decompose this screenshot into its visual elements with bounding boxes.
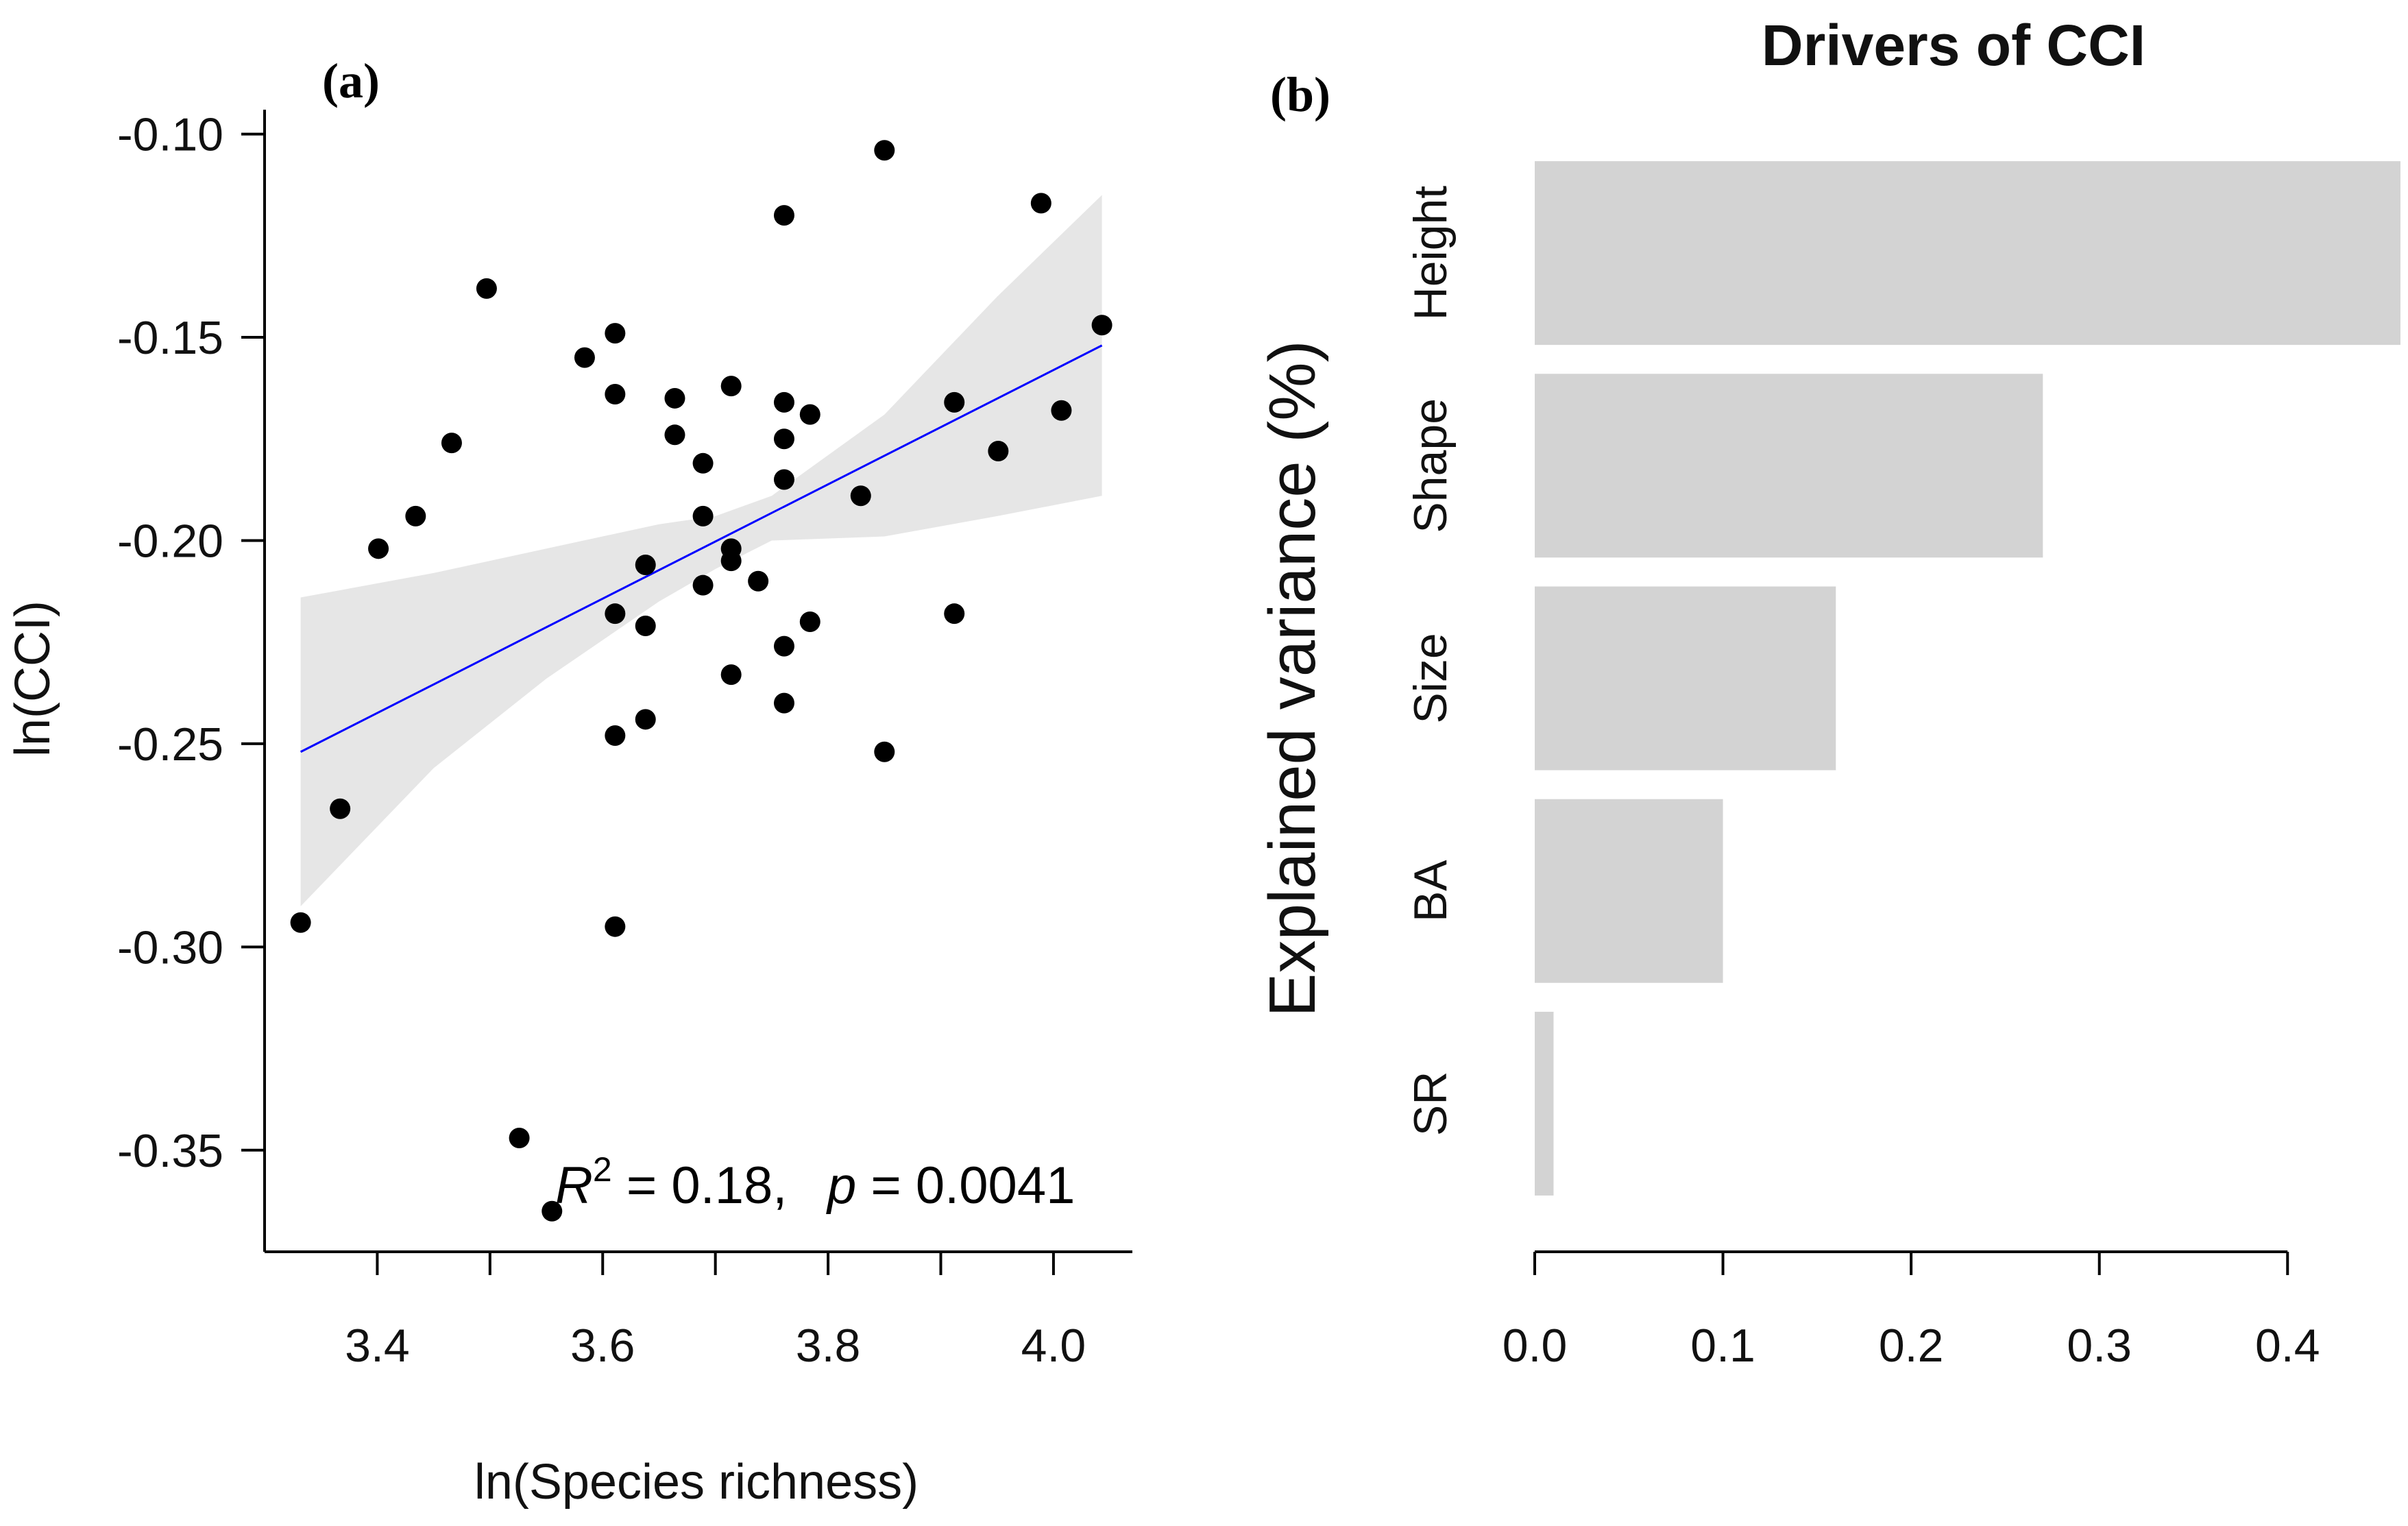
data-point [799, 404, 820, 425]
x-tick-label-b: 0.3 [2067, 1320, 2132, 1372]
y-tick-label: -0.10 [117, 109, 223, 161]
data-point [773, 692, 794, 714]
bar-size [1535, 586, 1836, 771]
x-tick-label-b: 0.4 [2255, 1320, 2320, 1372]
x-tick-label: 3.6 [570, 1320, 635, 1372]
y-tick-label: -0.20 [117, 515, 223, 567]
data-point [874, 741, 895, 762]
data-point [692, 452, 714, 474]
data-point [773, 635, 794, 657]
y-axis-ticks: -0.10 -0.15 -0.20 -0.25 -0.30 -0.35 [117, 109, 265, 1177]
data-point [799, 611, 820, 633]
data-point [692, 574, 714, 596]
r2-value: = 0.18, [612, 1156, 788, 1215]
data-point [773, 428, 794, 450]
data-point [773, 391, 794, 413]
y-tick-label: -0.15 [117, 312, 223, 364]
p-value: = 0.0041 [856, 1156, 1075, 1215]
data-point [664, 424, 685, 446]
data-point [664, 387, 685, 409]
x-axis-ticks-b: 0.0 0.1 0.2 0.3 0.4 [1503, 1252, 2320, 1372]
category-label: Size [1404, 633, 1457, 723]
r2-symbol: R [555, 1156, 593, 1215]
x-axis-ticks: 3.4 3.6 3.8 4.0 [345, 1252, 1086, 1372]
y-tick-label: -0.35 [117, 1125, 223, 1177]
svg-text:p = 0.0041: p = 0.0041 [826, 1156, 1075, 1215]
category-labels: Height Shape Size BA SR [1404, 186, 1457, 1136]
data-point [988, 441, 1009, 462]
data-point [944, 603, 965, 625]
data-point [944, 391, 965, 413]
y-tick-label: -0.25 [117, 718, 223, 771]
data-point [574, 347, 595, 368]
p-symbol: p [826, 1156, 856, 1215]
x-tick-label: 3.4 [345, 1320, 410, 1372]
confidence-band [300, 195, 1102, 906]
bar-height [1535, 161, 2400, 346]
data-point [635, 709, 656, 730]
data-point [605, 725, 626, 747]
x-tick-label-b: 0.1 [1690, 1320, 1755, 1372]
bar-ba [1535, 799, 1723, 983]
data-point [720, 664, 742, 686]
data-point [605, 323, 626, 344]
data-point [368, 538, 389, 559]
data-point [635, 615, 656, 636]
data-point [720, 550, 742, 572]
data-point [692, 505, 714, 526]
data-point [441, 433, 462, 454]
data-point [773, 205, 794, 226]
data-point [874, 140, 895, 161]
data-point [405, 505, 426, 526]
regression-line [300, 344, 1103, 753]
data-point [509, 1127, 530, 1148]
scatter-points [290, 140, 1112, 1222]
data-point [542, 1200, 563, 1222]
bar-sr [1535, 1011, 1554, 1196]
r2-superscript: 2 [593, 1150, 612, 1189]
data-point [1091, 315, 1112, 336]
x-tick-label: 4.0 [1021, 1320, 1086, 1372]
panel-label-a: (a) [322, 53, 380, 108]
panel-label-b: (b) [1270, 67, 1330, 122]
data-point [773, 469, 794, 490]
data-point [1030, 193, 1051, 214]
y-axis-title-b: Explained variance (%) [1256, 340, 1329, 1017]
category-label: SR [1404, 1071, 1457, 1136]
bar-panel: (b) Drivers of CCI Explained variance (%… [1256, 13, 2400, 1372]
data-point [476, 278, 497, 299]
category-label: Shape [1404, 398, 1457, 533]
bar-shape [1535, 374, 2043, 558]
stats-annotation: R2 = 0.18, p = 0.0041 [555, 1150, 1075, 1215]
data-point [748, 570, 769, 592]
data-point [1051, 400, 1072, 421]
data-point [605, 603, 626, 625]
x-tick-label-b: 0.2 [1879, 1320, 1944, 1372]
y-tick-label: -0.30 [117, 921, 223, 973]
x-tick-label-b: 0.0 [1503, 1320, 1568, 1372]
data-point [605, 916, 626, 937]
data-point [850, 485, 871, 507]
chart-title: Drivers of CCI [1762, 13, 2145, 77]
category-label: BA [1404, 860, 1457, 922]
svg-text:R2 = 0.18,: R2 = 0.18, [555, 1150, 787, 1215]
data-point [605, 384, 626, 405]
x-axis-title: ln(Species richness) [474, 1455, 919, 1510]
data-point [290, 912, 311, 933]
data-point [635, 555, 656, 576]
data-point [720, 376, 742, 397]
y-axis-title: ln(CCI) [5, 601, 60, 757]
x-tick-label: 3.8 [796, 1320, 861, 1372]
data-point [330, 798, 351, 819]
category-label: Height [1404, 186, 1457, 321]
bars [1535, 161, 2400, 1196]
scatter-panel: -0.10 -0.15 -0.20 -0.25 -0.30 -0.35 3.4 3.6 3.8… [5, 53, 1132, 1510]
